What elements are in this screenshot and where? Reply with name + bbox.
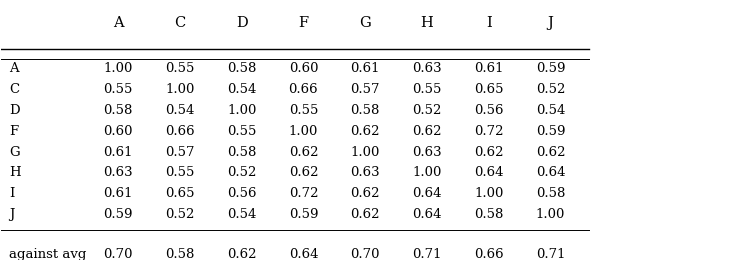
Text: 0.61: 0.61: [104, 187, 133, 200]
Text: 0.55: 0.55: [289, 103, 318, 116]
Text: 0.58: 0.58: [227, 62, 256, 75]
Text: 0.66: 0.66: [165, 125, 195, 138]
Text: 0.58: 0.58: [536, 187, 565, 200]
Text: H: H: [420, 16, 433, 30]
Text: 0.58: 0.58: [227, 146, 256, 159]
Text: I: I: [9, 187, 14, 200]
Text: 0.58: 0.58: [166, 248, 194, 260]
Text: 0.54: 0.54: [227, 209, 256, 222]
Text: D: D: [9, 103, 20, 116]
Text: J: J: [547, 16, 553, 30]
Text: 0.55: 0.55: [227, 125, 256, 138]
Text: G: G: [359, 16, 371, 30]
Text: 0.56: 0.56: [474, 103, 503, 116]
Text: 0.66: 0.66: [289, 83, 318, 96]
Text: 0.62: 0.62: [351, 125, 380, 138]
Text: 0.57: 0.57: [351, 83, 380, 96]
Text: A: A: [9, 62, 19, 75]
Text: H: H: [9, 166, 20, 179]
Text: 0.62: 0.62: [412, 125, 442, 138]
Text: 0.63: 0.63: [350, 166, 380, 179]
Text: 0.54: 0.54: [536, 103, 565, 116]
Text: 0.66: 0.66: [474, 248, 503, 260]
Text: 0.61: 0.61: [351, 62, 380, 75]
Text: D: D: [236, 16, 247, 30]
Text: A: A: [113, 16, 123, 30]
Text: I: I: [486, 16, 491, 30]
Text: 0.62: 0.62: [289, 146, 318, 159]
Text: 0.64: 0.64: [289, 248, 318, 260]
Text: 0.62: 0.62: [351, 209, 380, 222]
Text: G: G: [9, 146, 20, 159]
Text: 0.52: 0.52: [227, 166, 256, 179]
Text: 1.00: 1.00: [412, 166, 442, 179]
Text: C: C: [9, 83, 19, 96]
Text: J: J: [9, 209, 14, 222]
Text: 1.00: 1.00: [474, 187, 503, 200]
Text: 0.65: 0.65: [474, 83, 503, 96]
Text: 0.71: 0.71: [412, 248, 442, 260]
Text: 1.00: 1.00: [289, 125, 318, 138]
Text: 0.56: 0.56: [227, 187, 256, 200]
Text: 0.64: 0.64: [412, 187, 442, 200]
Text: 0.64: 0.64: [474, 166, 503, 179]
Text: 0.59: 0.59: [536, 62, 565, 75]
Text: 0.72: 0.72: [289, 187, 318, 200]
Text: 0.54: 0.54: [166, 103, 194, 116]
Text: against avg: against avg: [9, 248, 86, 260]
Text: 0.63: 0.63: [412, 62, 442, 75]
Text: 0.62: 0.62: [289, 166, 318, 179]
Text: 0.58: 0.58: [104, 103, 133, 116]
Text: 0.62: 0.62: [536, 146, 565, 159]
Text: 0.54: 0.54: [227, 83, 256, 96]
Text: 0.59: 0.59: [536, 125, 565, 138]
Text: 1.00: 1.00: [536, 209, 565, 222]
Text: 0.71: 0.71: [536, 248, 565, 260]
Text: 1.00: 1.00: [166, 83, 194, 96]
Text: 1.00: 1.00: [227, 103, 256, 116]
Text: C: C: [175, 16, 185, 30]
Text: 0.58: 0.58: [351, 103, 380, 116]
Text: 1.00: 1.00: [104, 62, 133, 75]
Text: 1.00: 1.00: [351, 146, 380, 159]
Text: 0.62: 0.62: [474, 146, 503, 159]
Text: 0.60: 0.60: [104, 125, 133, 138]
Text: 0.60: 0.60: [289, 62, 318, 75]
Text: 0.61: 0.61: [104, 146, 133, 159]
Text: 0.52: 0.52: [412, 103, 442, 116]
Text: 0.55: 0.55: [166, 166, 194, 179]
Text: 0.52: 0.52: [536, 83, 565, 96]
Text: 0.63: 0.63: [104, 166, 133, 179]
Text: 0.59: 0.59: [104, 209, 133, 222]
Text: 0.55: 0.55: [166, 62, 194, 75]
Text: 0.64: 0.64: [412, 209, 442, 222]
Text: 0.59: 0.59: [289, 209, 318, 222]
Text: 0.63: 0.63: [412, 146, 442, 159]
Text: 0.55: 0.55: [412, 83, 442, 96]
Text: 0.61: 0.61: [474, 62, 503, 75]
Text: 0.64: 0.64: [536, 166, 565, 179]
Text: 0.70: 0.70: [351, 248, 380, 260]
Text: 0.72: 0.72: [474, 125, 503, 138]
Text: 0.58: 0.58: [474, 209, 503, 222]
Text: 0.65: 0.65: [165, 187, 194, 200]
Text: F: F: [299, 16, 308, 30]
Text: 0.55: 0.55: [104, 83, 133, 96]
Text: 0.62: 0.62: [351, 187, 380, 200]
Text: 0.52: 0.52: [166, 209, 194, 222]
Text: 0.57: 0.57: [165, 146, 194, 159]
Text: 0.62: 0.62: [227, 248, 256, 260]
Text: F: F: [9, 125, 18, 138]
Text: 0.70: 0.70: [104, 248, 133, 260]
